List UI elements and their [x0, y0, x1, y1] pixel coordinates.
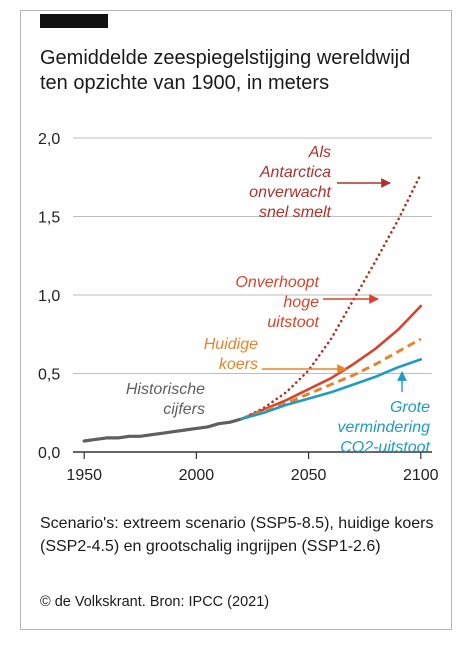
series-label-1: Als Antarctica onverwacht snel smelt [249, 144, 331, 221]
series-label-2-line-0: Onverhoopt [235, 274, 319, 291]
chart-card [20, 10, 452, 630]
series-label-1-line-2: onverwacht [249, 184, 331, 201]
series-label-3: Huidige koers [204, 336, 258, 373]
series-label-2-line-1: hoge [283, 294, 319, 311]
label-arrows [262, 178, 407, 392]
x-tick-label-3: 2100 [403, 467, 439, 484]
scenario-note: Scenario's: extreem scenario (SSP5-8.5),… [40, 515, 434, 555]
y-tick-label-2: 1,0 [38, 288, 60, 305]
series-label-4: Grote vermindering CO2-uitstoot [338, 399, 431, 456]
chart-title: Gemiddelde zeespiegelstijging wereldwijd… [40, 46, 440, 96]
series-label-2-line-2: uitstoot [267, 314, 319, 331]
source-credit: © de Volkskrant. Bron: IPCC (2021) [40, 594, 270, 610]
y-tick-label-0: 0,0 [38, 445, 60, 462]
y-tick-label-3: 1,5 [38, 210, 60, 227]
x-tick-label-2: 2050 [291, 467, 327, 484]
series-line-4 [240, 358, 423, 421]
series-label-1-line-0: Als [308, 144, 331, 161]
series-label-0-line-1: cijfers [163, 401, 205, 418]
x-tick-label-1: 2000 [179, 467, 215, 484]
series-label-4-line-0: Grote [390, 399, 430, 416]
series-line-0 [82, 417, 243, 443]
series-label-2: Onverhoopt hoge uitstoot [235, 274, 319, 331]
series-line-1 [240, 172, 423, 421]
series-label-3-line-0: Huidige [204, 336, 258, 353]
title-line-2: ten opzichte van 1900, in meters [40, 72, 330, 94]
title-line-1: Gemiddelde zeespiegelstijging wereldwijd [40, 47, 411, 69]
header-bar [40, 14, 108, 28]
y-tick-label-4: 2,0 [38, 131, 60, 148]
series-label-3-line-1: koers [219, 356, 258, 373]
series-line-3 [240, 337, 422, 421]
series-line-2 [240, 304, 423, 421]
series-label-0: Historische cijfers [126, 381, 205, 418]
axes: 0,0 0,5 1,0 1,5 2,0 1950 2000 2050 2100 [38, 131, 439, 484]
series-label-1-line-1: Antarctica [259, 164, 331, 181]
series-lines [82, 172, 423, 443]
y-tick-label-1: 0,5 [38, 367, 60, 384]
series-labels: Historische cijfers Als Antarctica onverwach… [126, 144, 431, 456]
series-label-4-line-1: vermindering [338, 419, 431, 436]
series-label-4-line-2: CO2-uitstoot [340, 439, 430, 456]
x-tick-label-0: 1950 [66, 467, 102, 484]
series-label-0-line-0: Historische [126, 381, 205, 398]
series-label-1-line-3: snel smelt [259, 204, 332, 221]
